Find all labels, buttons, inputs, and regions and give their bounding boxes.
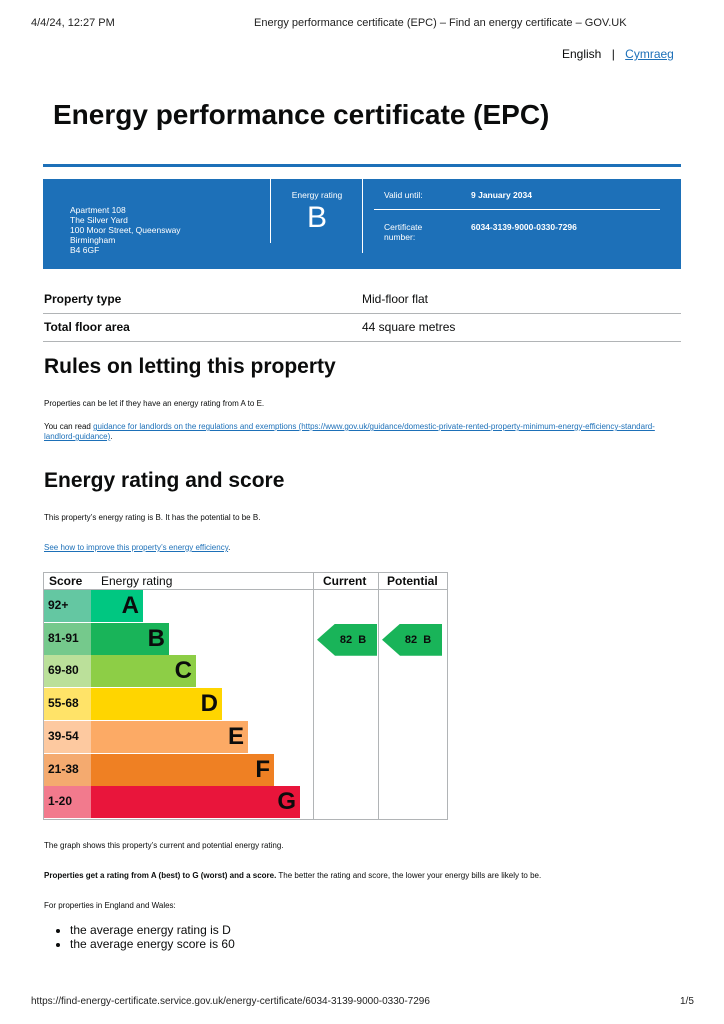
address-line: 100 Moor Street, Queensway (70, 225, 181, 235)
rules-text: Properties can be let if they have an en… (44, 399, 265, 408)
column-divider (313, 573, 314, 819)
divider (362, 179, 363, 253)
header-divider (44, 589, 447, 590)
score-cell-A: 92+ (44, 590, 91, 622)
score-cell-E: 39-54 (44, 720, 91, 753)
score-cell-D: 55-68 (44, 688, 91, 721)
valid-until-label: Valid until: (384, 190, 423, 200)
rating-bar-A: A (91, 590, 143, 622)
header-score: Score (49, 574, 83, 588)
address-line: B4 6GF (70, 245, 100, 255)
averages-list: the average energy rating is D the avera… (70, 923, 235, 951)
address-line: The Silver Yard (70, 215, 128, 225)
property-type-row: Property type Mid-floor flat (43, 286, 681, 314)
improve-efficiency-link[interactable]: See how to improve this property’s energ… (44, 543, 229, 552)
print-datetime: 4/4/24, 12:27 PM (31, 17, 115, 29)
title-divider (43, 164, 681, 167)
score-cell-C: 69-80 (44, 655, 91, 688)
improve-paragraph: See how to improve this property’s energ… (44, 543, 230, 552)
rating-bar-B: B (91, 622, 169, 655)
header-energy-rating: Energy rating (101, 574, 173, 588)
valid-until-value: 9 January 2034 (471, 190, 532, 200)
score-cell-B: 81-91 (44, 622, 91, 655)
rating-bar-E: E (91, 720, 248, 753)
text: You can read (44, 422, 94, 431)
potential-rating-arrow: 82 B (382, 623, 442, 656)
row-label: Property type (44, 292, 122, 306)
rating-bar-D: D (91, 688, 222, 721)
text: . (228, 543, 231, 552)
address-line: Birmingham (70, 235, 116, 245)
address: Apartment 108 The Silver Yard 100 Moor S… (70, 205, 181, 255)
lang-separator: | (611, 47, 615, 61)
graph-note: The graph shows this property’s current … (44, 841, 284, 850)
energy-rating-letter: B (306, 201, 327, 234)
certificate-banner: Apartment 108 The Silver Yard 100 Moor S… (43, 179, 681, 269)
certificate-number-label: Certificate number: (384, 222, 423, 242)
lang-welsh-link[interactable]: Cymraeg (625, 47, 674, 61)
rating-summary: This property’s energy rating is B. It h… (44, 513, 261, 522)
address-line: Apartment 108 (70, 205, 126, 215)
row-value: Mid-floor flat (362, 292, 429, 306)
text: The better the rating and score, the low… (276, 871, 542, 880)
divider (270, 179, 271, 243)
header-current: Current (323, 574, 367, 588)
certificate-number-value: 6034-3139-9000-0330-7296 (471, 222, 577, 232)
rules-guidance: You can read guidance for landlords on t… (44, 422, 664, 442)
bold-text: Properties get a rating from A (best) to… (44, 871, 277, 880)
landlord-guidance-link[interactable]: guidance for landlords on the regulation… (44, 422, 655, 441)
list-item: the average energy score is 60 (70, 937, 235, 951)
energy-rating-chart: Score Energy rating Current Potential 92… (43, 572, 448, 820)
header-potential: Potential (387, 574, 438, 588)
rating-bar-G: G (91, 786, 300, 819)
rating-explanation: Properties get a rating from A (best) to… (44, 871, 541, 880)
language-switcher: English | Cymraeg (562, 47, 674, 61)
score-cell-G: 1-20 (44, 786, 91, 819)
score-cell-F: 21-38 (44, 753, 91, 786)
row-label: Total floor area (44, 320, 130, 334)
print-title: Energy performance certificate (EPC) – F… (254, 17, 627, 29)
page-title: Energy performance certificate (EPC) (53, 99, 550, 130)
score-heading: Energy rating and score (44, 469, 285, 492)
text: . (110, 432, 113, 441)
rating-bar-C: C (91, 655, 196, 688)
print-url: https://find-energy-certificate.service.… (31, 996, 430, 1007)
rating-label: Energy rating (291, 190, 343, 200)
current-rating-arrow: 82 B (317, 623, 377, 656)
print-page-number: 1/5 (680, 996, 694, 1007)
column-divider (378, 573, 379, 819)
rating-bar-F: F (91, 753, 274, 786)
lang-english: English (562, 47, 602, 61)
row-value: 44 square metres (362, 320, 456, 334)
england-wales-intro: For properties in England and Wales: (44, 901, 176, 910)
rules-heading: Rules on letting this property (44, 355, 336, 378)
divider (374, 209, 660, 210)
list-item: the average energy rating is D (70, 923, 235, 937)
floor-area-row: Total floor area 44 square metres (43, 314, 681, 342)
